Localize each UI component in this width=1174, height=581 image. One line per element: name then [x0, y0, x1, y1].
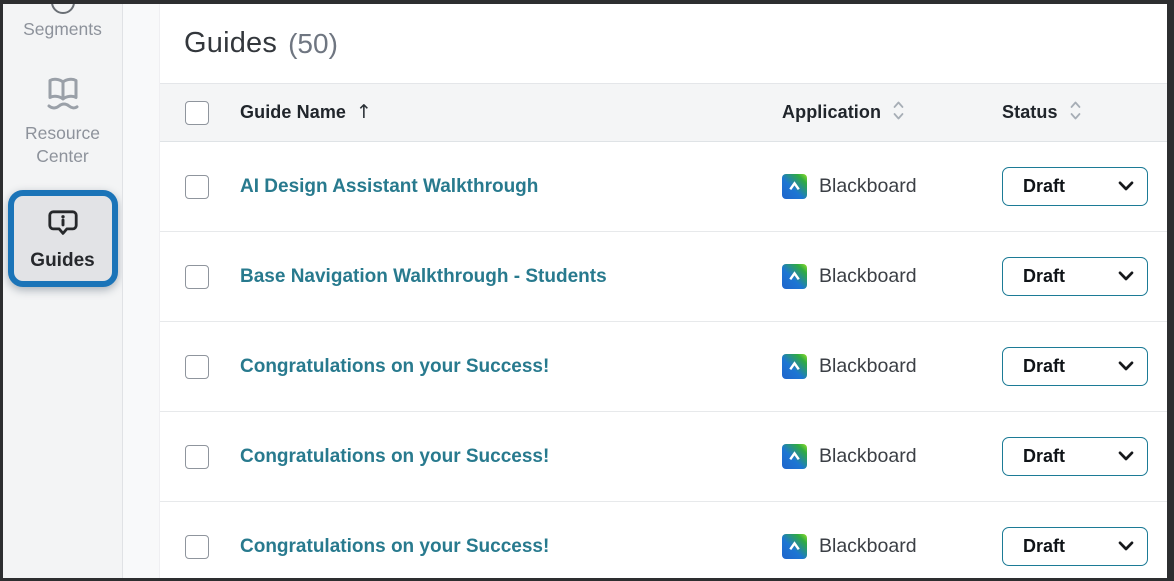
status-cell: Draft	[1002, 527, 1167, 566]
guide-name-link[interactable]: AI Design Assistant Walkthrough	[240, 175, 539, 197]
status-dropdown[interactable]: Draft	[1002, 257, 1148, 296]
application-name: Blackboard	[819, 445, 917, 467]
sort-chevrons-icon	[891, 99, 906, 127]
row-checkbox[interactable]	[185, 354, 209, 379]
sidebar-item-guides[interactable]: Guides	[7, 190, 118, 288]
guide-name-link[interactable]: Congratulations on your Success!	[240, 355, 550, 377]
application-name: Blackboard	[819, 265, 917, 287]
application-cell: Blackboard	[782, 354, 1002, 379]
guide-name-link[interactable]: Congratulations on your Success!	[240, 445, 550, 467]
chevron-down-icon	[1118, 359, 1134, 374]
row-checkbox[interactable]	[185, 264, 209, 289]
guide-name-cell: Congratulations on your Success!	[240, 356, 782, 378]
chevron-down-icon	[1118, 269, 1134, 284]
table-header: Guide Name ↑ Application Status	[160, 83, 1167, 142]
status-value: Draft	[1023, 266, 1066, 286]
status-dropdown[interactable]: Draft	[1002, 167, 1148, 206]
sidebar: Segments Resource Center Guides	[3, 4, 123, 578]
application-cell: Blackboard	[782, 174, 1002, 199]
sort-ascending-icon: ↑	[356, 100, 372, 123]
table-row: Congratulations on your Success! Blackbo…	[160, 502, 1167, 578]
blackboard-app-icon	[782, 534, 807, 559]
blackboard-app-icon	[782, 174, 807, 199]
status-value: Draft	[1023, 536, 1066, 556]
guide-name-link[interactable]: Congratulations on your Success!	[240, 535, 550, 557]
column-label: Guide Name	[240, 102, 347, 122]
table-row: Congratulations on your Success! Blackbo…	[160, 322, 1167, 412]
blackboard-app-icon	[782, 264, 807, 289]
blackboard-app-icon	[782, 354, 807, 379]
sidebar-item-resource-center[interactable]: Resource Center	[7, 73, 119, 167]
table-body: AI Design Assistant Walkthrough Blackboa…	[160, 142, 1167, 578]
column-header-guide-name[interactable]: Guide Name ↑	[240, 100, 782, 124]
select-all-checkbox[interactable]	[185, 100, 209, 125]
column-header-status[interactable]: Status	[1002, 99, 1167, 127]
sort-chevrons-icon	[1068, 99, 1083, 127]
status-cell: Draft	[1002, 167, 1167, 206]
header-checkbox-cell	[160, 100, 240, 125]
chevron-down-icon	[1118, 539, 1134, 554]
sidebar-item-label: Resource Center	[25, 123, 100, 166]
page-title: Guides (50)	[160, 4, 1167, 83]
row-checkbox[interactable]	[185, 534, 209, 559]
column-label: Status	[1002, 102, 1058, 122]
column-header-application[interactable]: Application	[782, 99, 1002, 127]
main-content: Guides (50) Guide Name ↑ Application	[160, 4, 1167, 578]
guides-icon	[46, 207, 80, 244]
chevron-down-icon	[1118, 179, 1134, 194]
application-name: Blackboard	[819, 355, 917, 377]
guide-name-cell: Congratulations on your Success!	[240, 446, 782, 468]
table-row: Congratulations on your Success! Blackbo…	[160, 412, 1167, 502]
row-checkbox-cell	[160, 444, 240, 469]
status-dropdown[interactable]: Draft	[1002, 347, 1148, 386]
resource-center-icon	[43, 73, 83, 115]
guide-name-link[interactable]: Base Navigation Walkthrough - Students	[240, 265, 607, 287]
status-cell: Draft	[1002, 437, 1167, 476]
status-cell: Draft	[1002, 257, 1167, 296]
application-cell: Blackboard	[782, 444, 1002, 469]
row-checkbox-cell	[160, 534, 240, 559]
status-cell: Draft	[1002, 347, 1167, 386]
row-checkbox-cell	[160, 264, 240, 289]
status-value: Draft	[1023, 356, 1066, 376]
page-title-text: Guides	[184, 27, 278, 59]
column-label: Application	[782, 102, 882, 122]
sidebar-gutter	[123, 4, 160, 578]
application-cell: Blackboard	[782, 534, 1002, 559]
chevron-down-icon	[1118, 449, 1134, 464]
application-cell: Blackboard	[782, 264, 1002, 289]
segments-icon	[51, 4, 75, 14]
status-dropdown[interactable]: Draft	[1002, 527, 1148, 566]
sidebar-item-label: Guides	[30, 250, 95, 272]
table-row: Base Navigation Walkthrough - Students B…	[160, 232, 1167, 322]
sidebar-item-segments[interactable]: Segments	[23, 19, 102, 39]
row-checkbox-cell	[160, 174, 240, 199]
application-name: Blackboard	[819, 535, 917, 557]
application-name: Blackboard	[819, 175, 917, 197]
guide-name-cell: Congratulations on your Success!	[240, 536, 782, 558]
status-dropdown[interactable]: Draft	[1002, 437, 1148, 476]
row-checkbox-cell	[160, 354, 240, 379]
page-title-count: (50)	[288, 27, 338, 59]
table-row: AI Design Assistant Walkthrough Blackboa…	[160, 142, 1167, 232]
row-checkbox[interactable]	[185, 174, 209, 199]
status-value: Draft	[1023, 446, 1066, 466]
guide-name-cell: Base Navigation Walkthrough - Students	[240, 266, 782, 288]
blackboard-app-icon	[782, 444, 807, 469]
guide-name-cell: AI Design Assistant Walkthrough	[240, 176, 782, 198]
row-checkbox[interactable]	[185, 444, 209, 469]
status-value: Draft	[1023, 176, 1066, 196]
